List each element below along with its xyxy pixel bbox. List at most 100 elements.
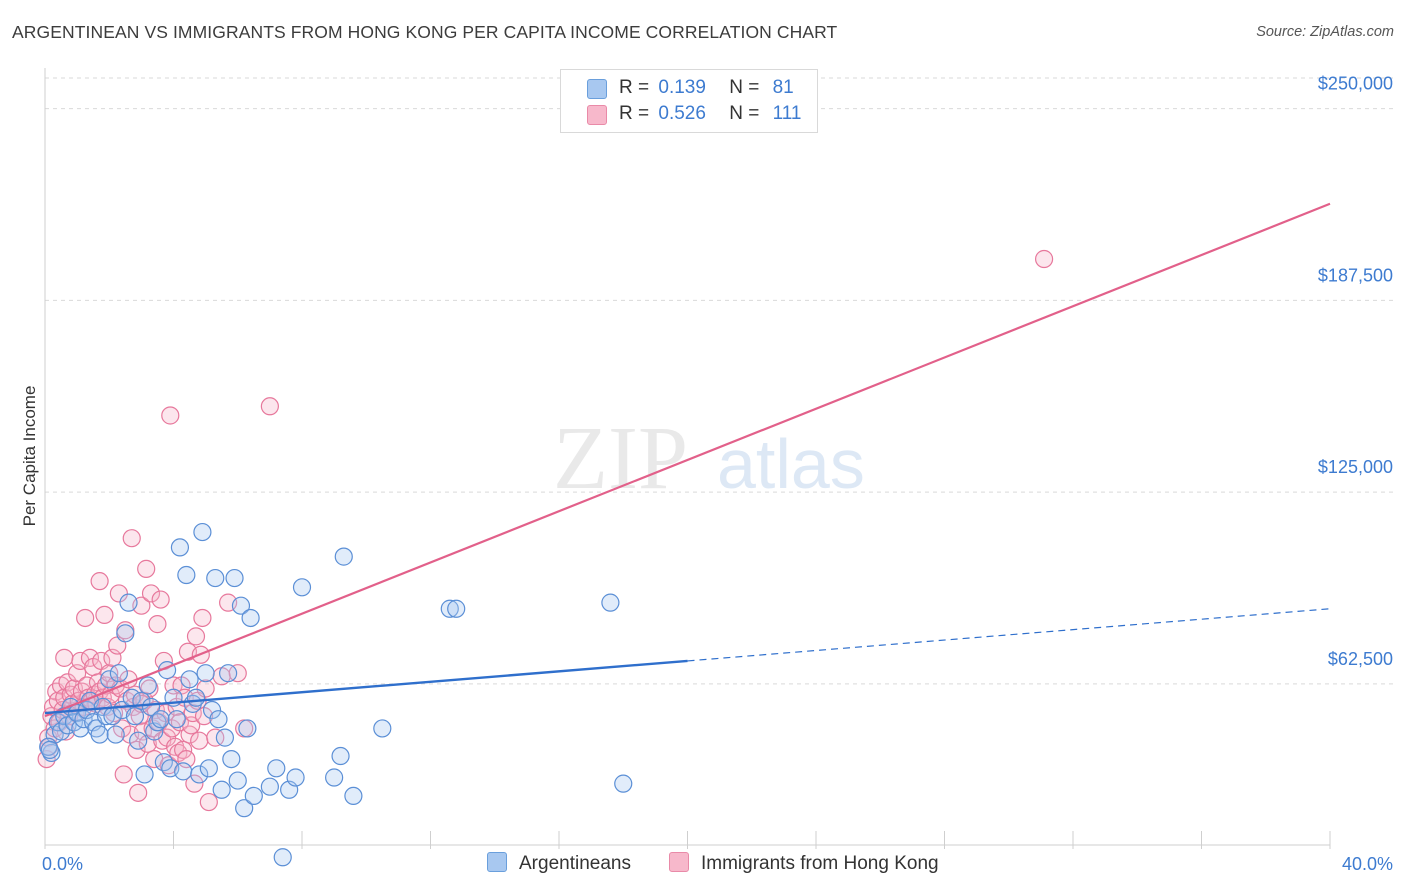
argentinean-point: [225, 568, 244, 588]
hong-kong-point: [228, 664, 247, 683]
hong-kong-point: [1034, 249, 1054, 269]
series-legend-argentineans: Argentineans: [487, 852, 631, 875]
hong-kong-point: [148, 615, 167, 634]
argentinean-point: [40, 740, 59, 759]
argentinean-point: [292, 578, 312, 597]
y-tick-label: $62,500: [1328, 649, 1393, 669]
series-legend-hong-kong: Immigrants from Hong Kong: [669, 852, 939, 875]
watermark-zip: ZIP: [553, 409, 688, 508]
argentinean-point: [440, 599, 459, 618]
hong-kong-point: [55, 648, 74, 667]
series-label-hong-kong: Immigrants from Hong Kong: [701, 853, 939, 874]
argentinean-point: [106, 725, 125, 744]
trendlines: [44, 202, 1331, 718]
argentinean-point: [125, 707, 145, 726]
legend-r-label: R =: [619, 77, 650, 98]
argentinean-point: [190, 765, 209, 784]
argentinean-point: [334, 547, 353, 566]
chart-source: Source: ZipAtlas.com: [1256, 24, 1394, 40]
argentinean-point: [228, 771, 247, 790]
argentinean-point: [90, 725, 109, 744]
series-label-argentineans: Argentineans: [519, 853, 631, 874]
argentinean-point: [273, 848, 292, 867]
argentinean-point: [212, 780, 231, 799]
argentinean-point: [186, 688, 206, 707]
argentinean-point: [325, 768, 344, 787]
argentinean-point: [601, 593, 620, 612]
legend-n-value: 81: [772, 77, 794, 98]
argentinean-point: [138, 676, 157, 695]
y-tick-label: $125,000: [1318, 457, 1393, 477]
legend-n-value: 111: [772, 103, 802, 124]
argentinean-point: [129, 731, 148, 750]
x-tick-label: 0.0%: [42, 854, 83, 874]
hong-kong-points: [37, 249, 1054, 812]
argentinean-point: [116, 624, 135, 643]
argentinean-point: [260, 777, 279, 796]
hong-kong-point: [114, 765, 133, 784]
argentinean-point: [231, 596, 251, 615]
argentinean-point: [222, 749, 241, 769]
hong-kong-point: [206, 728, 225, 747]
argentinean-point: [135, 765, 154, 784]
watermark: ZIP atlas: [553, 409, 865, 508]
argentinean-point: [267, 759, 286, 778]
argentinean-point: [235, 799, 254, 818]
y-axis-label: Per Capita Income: [20, 386, 39, 527]
gridlines: [45, 77, 1395, 685]
argentinean-point: [100, 670, 119, 689]
argentinean-point: [238, 719, 257, 738]
series-swatch-blue: [487, 852, 507, 872]
argentinean-point: [206, 568, 225, 588]
argentinean-point: [174, 762, 193, 781]
argentinean-point: [196, 664, 215, 683]
hong-kong-point: [260, 397, 279, 416]
hong-kong-point: [109, 584, 128, 603]
argentinean-point: [331, 746, 350, 766]
argentinean-trendline-extension: [687, 608, 1331, 662]
legend-n-label: N =: [729, 103, 760, 124]
argentinean-point: [199, 759, 218, 778]
argentinean-point: [109, 664, 128, 683]
legend-swatch-blue: [587, 79, 607, 99]
correlation-legend: R = 0.139 N = 81 R = 0.526 N = 111: [560, 69, 818, 133]
hong-kong-point: [180, 725, 199, 744]
hong-kong-point: [76, 608, 95, 628]
hong-kong-point: [90, 572, 109, 591]
legend-r-value: 0.526: [658, 103, 706, 124]
argentinean-point: [241, 608, 260, 628]
argentinean-point: [219, 664, 238, 683]
hong-kong-point: [127, 740, 146, 759]
y-tick-labels: $62,500 $125,000 $187,500 $250,000: [1318, 74, 1393, 669]
hong-kong-point: [161, 406, 180, 425]
hong-kong-point: [196, 679, 215, 698]
hong-kong-point: [151, 590, 170, 609]
argentinean-point: [244, 786, 263, 806]
hong-kong-point: [185, 774, 204, 793]
argentinean-point: [286, 768, 305, 787]
legend-n-label: N =: [729, 77, 760, 98]
argentinean-point: [151, 710, 170, 729]
argentinean-trendline: [44, 659, 688, 715]
x-tick-label: 40.0%: [1342, 854, 1393, 874]
hong-kong-point: [193, 608, 212, 628]
hong-kong-point: [122, 529, 141, 548]
hong-kong-point: [129, 783, 148, 802]
argentinean-point: [447, 599, 466, 618]
argentinean-point: [119, 593, 138, 612]
argentinean-point: [39, 737, 58, 756]
argentinean-point: [141, 697, 161, 717]
hong-kong-point: [186, 627, 206, 646]
hong-kong-point: [137, 559, 156, 578]
hong-kong-point: [170, 713, 190, 732]
argentinean-point: [148, 713, 167, 732]
argentinean-point: [193, 522, 212, 542]
argentinean-point: [215, 728, 234, 747]
hong-kong-point: [95, 605, 114, 625]
legend-r-label: R =: [619, 103, 650, 124]
argentinean-point: [167, 710, 186, 729]
hong-kong-point: [190, 731, 209, 750]
argentinean-point: [180, 670, 199, 689]
axes: [44, 68, 1331, 849]
